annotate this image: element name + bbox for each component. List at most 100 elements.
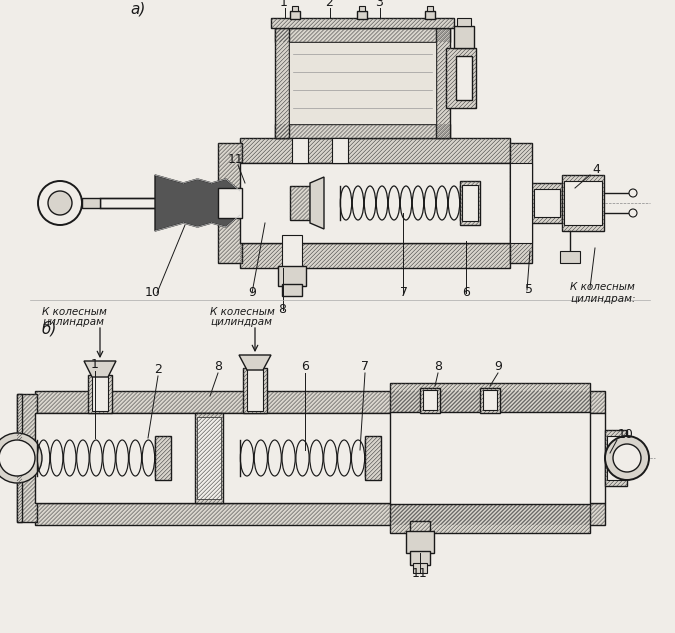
Bar [410,521,430,533]
Polygon shape [310,177,324,229]
Bar [240,138,510,163]
Text: К колесным: К колесным [210,307,275,317]
Text: 4: 4 [592,163,600,176]
Bar [17,394,37,522]
Bar [446,48,476,108]
Bar [607,436,625,480]
Bar [420,388,440,413]
Circle shape [0,433,42,483]
Bar [510,163,532,243]
Bar [365,436,381,480]
Bar [100,198,200,208]
Text: 6: 6 [301,360,309,373]
Bar [290,11,300,19]
Bar [605,430,627,486]
Text: 8: 8 [278,303,286,316]
Bar [240,243,510,268]
Bar [289,42,436,124]
Circle shape [48,191,72,215]
Text: 9: 9 [494,360,502,373]
Bar [562,175,604,231]
Bar [282,235,302,268]
Bar [218,188,242,218]
Bar [357,11,367,19]
Bar [271,18,454,28]
Bar [427,6,433,11]
Bar [532,183,562,223]
Bar [390,503,590,533]
Bar [292,6,298,11]
Bar [35,391,605,413]
Bar [243,368,267,413]
Polygon shape [155,175,240,231]
Text: 2: 2 [325,0,333,9]
Bar [88,375,112,413]
Bar [247,369,263,411]
Bar [275,28,289,138]
Bar [423,390,437,410]
Text: 7: 7 [361,360,369,373]
Text: 6: 6 [462,286,470,299]
Circle shape [38,181,82,225]
Text: 9: 9 [248,286,256,299]
Bar [292,138,308,163]
Bar [413,563,427,573]
Text: 5: 5 [525,283,533,296]
Circle shape [613,444,641,472]
Text: б): б) [42,320,57,336]
Text: 10: 10 [618,428,634,441]
Polygon shape [239,355,271,370]
Text: 1: 1 [91,358,99,371]
Bar [390,412,590,504]
Text: 10: 10 [145,286,161,299]
Polygon shape [84,361,116,377]
Circle shape [629,209,637,217]
Text: 2: 2 [154,363,162,376]
Text: цилиндрам: цилиндрам [210,317,272,327]
Circle shape [0,440,35,476]
Bar [457,18,471,26]
Bar [197,417,221,499]
Bar [410,551,430,565]
Bar [480,388,500,413]
Bar [275,124,450,138]
Bar [35,413,605,503]
Bar [82,198,100,208]
Bar [510,143,532,263]
Bar [483,390,497,410]
Bar [290,186,310,220]
Text: 7: 7 [400,286,408,299]
Bar [390,383,590,413]
Bar [218,143,242,263]
Text: 3: 3 [375,0,383,9]
Circle shape [629,189,637,197]
Text: 8: 8 [214,360,222,373]
Bar [436,28,450,138]
Bar [462,185,478,221]
Bar [454,26,474,48]
Bar [240,163,510,243]
Text: 11: 11 [228,153,244,166]
Text: К колесным: К колесным [570,282,635,292]
Text: а): а) [130,1,145,16]
Bar [406,531,434,553]
Bar [92,376,108,411]
Bar [195,413,223,503]
Bar [560,251,580,263]
Bar [456,56,472,100]
Bar [534,189,560,217]
Bar [278,266,306,286]
Bar [425,11,435,19]
Bar [35,503,605,525]
Bar [564,181,602,225]
Circle shape [605,436,649,480]
Bar [282,284,302,296]
Bar [275,28,450,42]
Bar [17,394,22,522]
Text: цилиндрам:: цилиндрам: [570,294,635,304]
Text: 8: 8 [434,360,442,373]
Text: 11: 11 [412,567,428,580]
Text: цилиндрам: цилиндрам [42,317,104,327]
Bar [460,181,480,225]
Bar [332,138,348,163]
